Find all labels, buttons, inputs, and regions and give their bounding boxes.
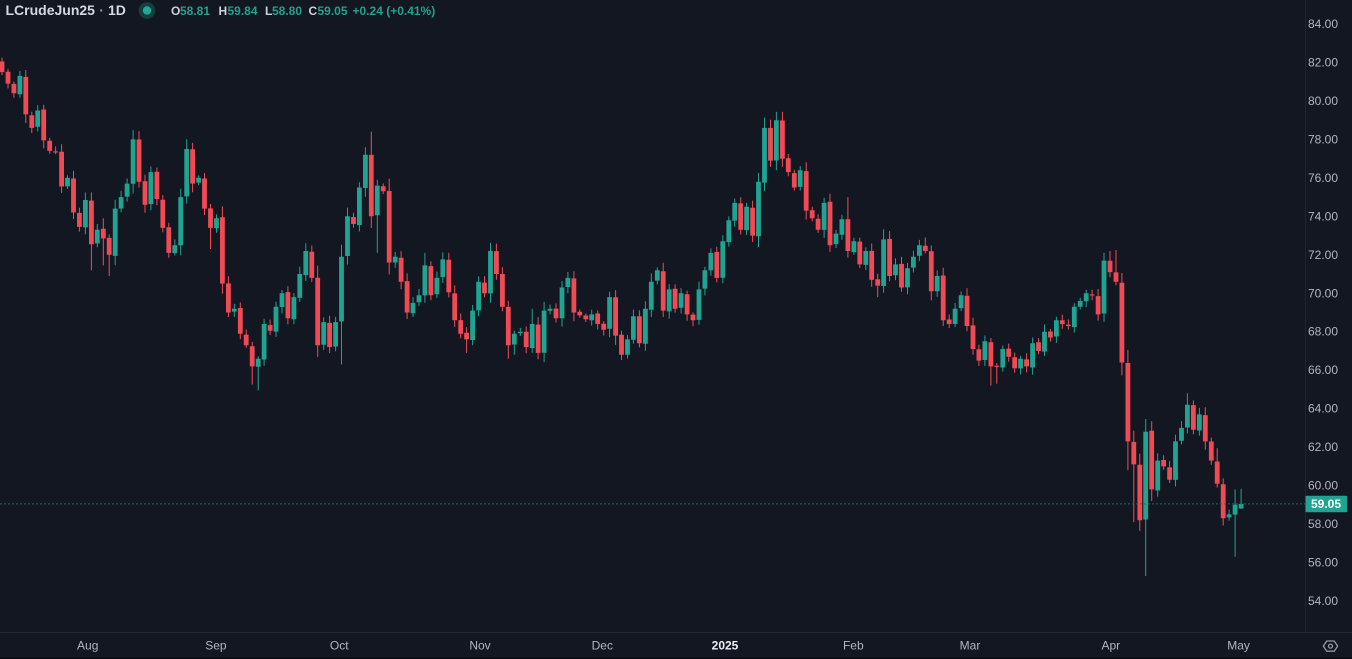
svg-text:60.00: 60.00 bbox=[1308, 479, 1338, 493]
svg-text:Feb: Feb bbox=[843, 639, 864, 653]
svg-text:Dec: Dec bbox=[592, 639, 613, 653]
svg-text:59.05: 59.05 bbox=[1311, 497, 1341, 511]
svg-text:80.00: 80.00 bbox=[1308, 94, 1338, 108]
svg-text:L: L bbox=[265, 4, 272, 18]
svg-text:1D: 1D bbox=[108, 2, 126, 18]
svg-text:58.80: 58.80 bbox=[272, 4, 302, 18]
svg-text:58.81: 58.81 bbox=[180, 4, 210, 18]
svg-text:Oct: Oct bbox=[330, 639, 349, 653]
svg-text:70.00: 70.00 bbox=[1308, 286, 1338, 300]
svg-text:O: O bbox=[171, 4, 180, 18]
svg-text:Apr: Apr bbox=[1101, 639, 1120, 653]
svg-text:+0.24 (+0.41%): +0.24 (+0.41%) bbox=[353, 4, 436, 18]
svg-text:H: H bbox=[219, 4, 228, 18]
svg-text:May: May bbox=[1227, 639, 1250, 653]
svg-text:68.00: 68.00 bbox=[1308, 325, 1338, 339]
svg-text:Aug: Aug bbox=[77, 639, 98, 653]
svg-text:78.00: 78.00 bbox=[1308, 132, 1338, 146]
svg-text:59.05: 59.05 bbox=[318, 4, 348, 18]
svg-text:2025: 2025 bbox=[712, 639, 739, 653]
svg-text:62.00: 62.00 bbox=[1308, 440, 1338, 454]
svg-text:56.00: 56.00 bbox=[1308, 556, 1338, 570]
svg-text:64.00: 64.00 bbox=[1308, 402, 1338, 416]
svg-text:·: · bbox=[99, 2, 104, 18]
svg-text:58.00: 58.00 bbox=[1308, 517, 1338, 531]
svg-text:59.84: 59.84 bbox=[228, 4, 258, 18]
svg-text:66.00: 66.00 bbox=[1308, 363, 1338, 377]
svg-text:Sep: Sep bbox=[205, 639, 227, 653]
svg-text:72.00: 72.00 bbox=[1308, 248, 1338, 262]
svg-text:C: C bbox=[309, 4, 318, 18]
svg-text:Nov: Nov bbox=[469, 639, 490, 653]
svg-text:84.00: 84.00 bbox=[1308, 17, 1338, 31]
svg-text:74.00: 74.00 bbox=[1308, 209, 1338, 223]
svg-text:54.00: 54.00 bbox=[1308, 594, 1338, 608]
svg-text:Mar: Mar bbox=[960, 639, 981, 653]
svg-text:LCrudeJun25: LCrudeJun25 bbox=[6, 2, 96, 18]
svg-text:76.00: 76.00 bbox=[1308, 171, 1338, 185]
svg-text:82.00: 82.00 bbox=[1308, 56, 1338, 70]
